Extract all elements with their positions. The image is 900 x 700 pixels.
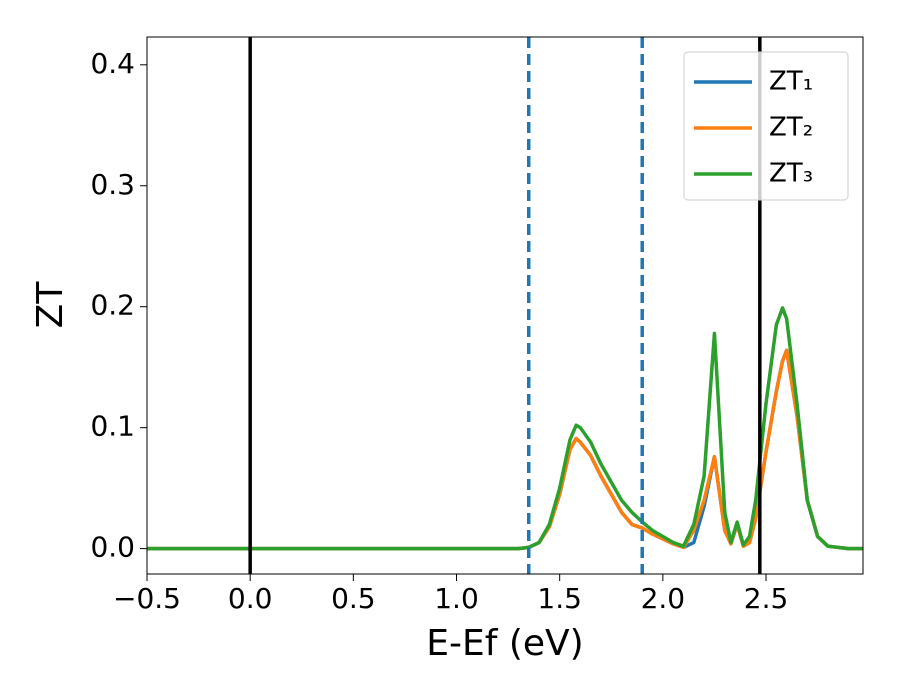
- y-tick-label: 0.4: [90, 47, 135, 80]
- y-tick-label: 0.2: [90, 289, 135, 322]
- y-tick-label: 0.1: [90, 410, 135, 443]
- legend-label: ZT₁: [769, 67, 813, 97]
- x-tick-label: 1.5: [537, 582, 582, 615]
- x-tick-label: 2.5: [744, 582, 789, 615]
- legend-label: ZT₂: [769, 113, 813, 143]
- y-tick-label: 0.3: [90, 168, 135, 201]
- x-tick-label: 2.0: [641, 582, 686, 615]
- x-tick-label: 0.0: [228, 582, 273, 615]
- y-axis-label: ZT: [30, 281, 71, 329]
- y-tick-label: 0.0: [90, 531, 135, 564]
- x-tick-label: −0.5: [113, 582, 181, 615]
- legend-label: ZT₃: [769, 159, 813, 189]
- x-tick-label: 0.5: [331, 582, 376, 615]
- plot-frame: [146, 36, 864, 575]
- series-line: [147, 306, 863, 551]
- x-tick-label: 1.0: [434, 582, 479, 615]
- series-line: [147, 348, 863, 551]
- x-axis-label: E-Ef (eV): [426, 623, 583, 664]
- legend-box: [683, 51, 849, 201]
